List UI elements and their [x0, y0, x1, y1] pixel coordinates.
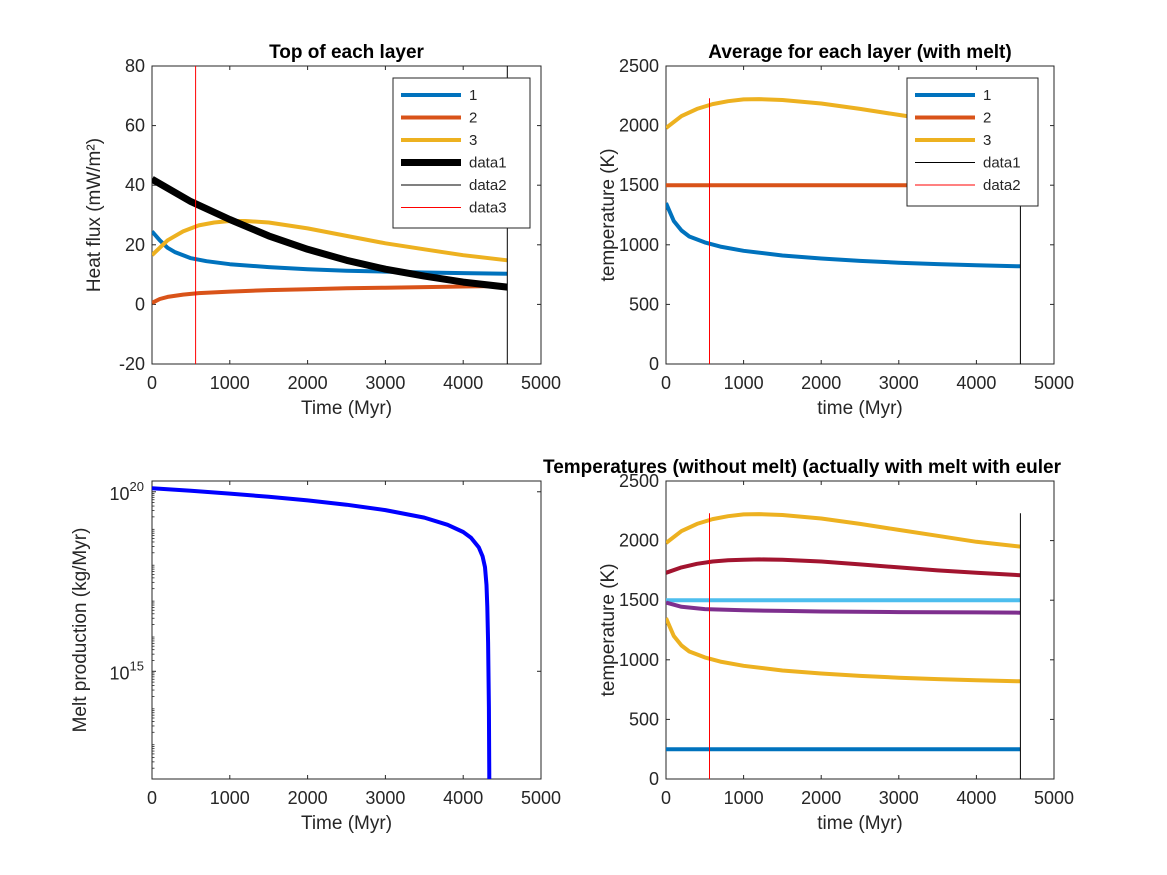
x-tick-label: 4000	[956, 788, 996, 808]
series-line-2	[666, 557, 1021, 578]
y-tick-label: 1020	[110, 479, 145, 504]
x-tick-label: 2000	[801, 788, 841, 808]
chart-title: Top of each layer	[269, 42, 424, 63]
y-axis-label: Melt production (kg/Myr)	[70, 528, 91, 733]
y-tick-label: 2000	[619, 531, 659, 551]
legend-entry: data2	[469, 177, 507, 194]
x-tick-label: 0	[661, 373, 671, 393]
x-tick-label: 3000	[365, 373, 405, 393]
y-tick-label: 1015	[110, 658, 145, 683]
series-line-data1	[152, 176, 508, 291]
y-tick-label: -20	[119, 354, 145, 374]
legend: 1 2 3 data1 data2 data3	[392, 77, 531, 229]
legend-entry: 3	[469, 132, 477, 149]
x-tick-label: 0	[147, 788, 157, 808]
y-tick-label: 1000	[619, 650, 659, 670]
legend-entry: 2	[469, 110, 477, 127]
y-tick-label: 2000	[619, 116, 659, 136]
y-tick-base: 10	[110, 484, 130, 504]
x-axis-label: time (Myr)	[817, 813, 902, 834]
series-line-4	[666, 600, 1021, 615]
x-tick-label: 1000	[724, 788, 764, 808]
x-tick-label: 2000	[801, 373, 841, 393]
legend-box	[392, 77, 531, 229]
y-tick-base: 10	[110, 663, 130, 683]
legend-entry: 1	[469, 87, 477, 104]
x-tick-label: 4000	[443, 373, 483, 393]
y-tick-label: 60	[125, 116, 145, 136]
y-tick-label: 2500	[619, 471, 659, 491]
y-tick-label: 500	[629, 709, 659, 729]
y-tick-label: 0	[649, 354, 659, 374]
y-tick-label: 40	[125, 175, 145, 195]
y-axis-label: temperature (K)	[598, 148, 619, 281]
y-tick-label: 0	[649, 769, 659, 789]
series-line-5	[666, 617, 1021, 684]
x-tick-label: 5000	[521, 373, 561, 393]
x-tick-label: 3000	[879, 373, 919, 393]
y-tick-exponent: 15	[130, 658, 144, 673]
y-tick-label: 500	[629, 294, 659, 314]
series-line-1	[666, 512, 1021, 549]
chart-title: Average for each layer (with melt)	[708, 42, 1011, 63]
legend-entry: 3	[983, 132, 991, 149]
x-tick-label: 2000	[288, 788, 328, 808]
x-axis-label: Time (Myr)	[301, 398, 392, 419]
x-axis-label: time (Myr)	[817, 398, 902, 419]
legend-entry: data1	[983, 155, 1021, 172]
y-axis-label: Heat flux (mW/m²)	[84, 138, 105, 292]
series-line-1	[152, 486, 492, 779]
x-tick-label: 5000	[1034, 788, 1074, 808]
x-tick-label: 4000	[956, 373, 996, 393]
chart-4: 0 1000 2000 3000 4000 5000 0 500 1000 1500 2000 250…	[543, 457, 1074, 834]
legend-entry: data2	[983, 177, 1021, 194]
x-tick-label: 5000	[1034, 373, 1074, 393]
x-tick-label: 3000	[365, 788, 405, 808]
x-tick-label: 4000	[443, 788, 483, 808]
chart-title: Temperatures (without melt) (actually wi…	[543, 457, 1062, 478]
y-axis-label: temperature (K)	[598, 563, 619, 696]
y-tick-label: 20	[125, 235, 145, 255]
y-tick-label: 1500	[619, 590, 659, 610]
chart-2: 0 1000 2000 3000 4000 5000 0 500 1000 1500 2000 250…	[598, 42, 1074, 419]
y-tick-exponent: 20	[130, 479, 144, 494]
y-tick-label: 2500	[619, 56, 659, 76]
x-tick-label: 5000	[521, 788, 561, 808]
x-tick-label: 1000	[210, 788, 250, 808]
x-tick-label: 1000	[210, 373, 250, 393]
legend-entry: 2	[983, 110, 991, 127]
series-line-3	[152, 219, 508, 263]
x-tick-label: 2000	[288, 373, 328, 393]
y-tick-label: 1500	[619, 175, 659, 195]
y-tick-label: 1000	[619, 235, 659, 255]
plot-area	[151, 480, 542, 780]
y-tick-label: 0	[135, 294, 145, 314]
plot-area	[665, 480, 1055, 780]
legend-entry: 1	[983, 87, 991, 104]
x-tick-label: 3000	[879, 788, 919, 808]
x-tick-label: 0	[147, 373, 157, 393]
legend: 1 2 3 data1 data2	[906, 77, 1039, 207]
series-line-2	[152, 283, 508, 305]
series-line-1	[666, 202, 1021, 269]
x-axis-label: Time (Myr)	[301, 813, 392, 834]
legend-entry: data1	[469, 155, 507, 172]
y-tick-label: 80	[125, 56, 145, 76]
legend-entry: data3	[469, 200, 507, 217]
x-tick-label: 1000	[724, 373, 764, 393]
x-tick-label: 0	[661, 788, 671, 808]
